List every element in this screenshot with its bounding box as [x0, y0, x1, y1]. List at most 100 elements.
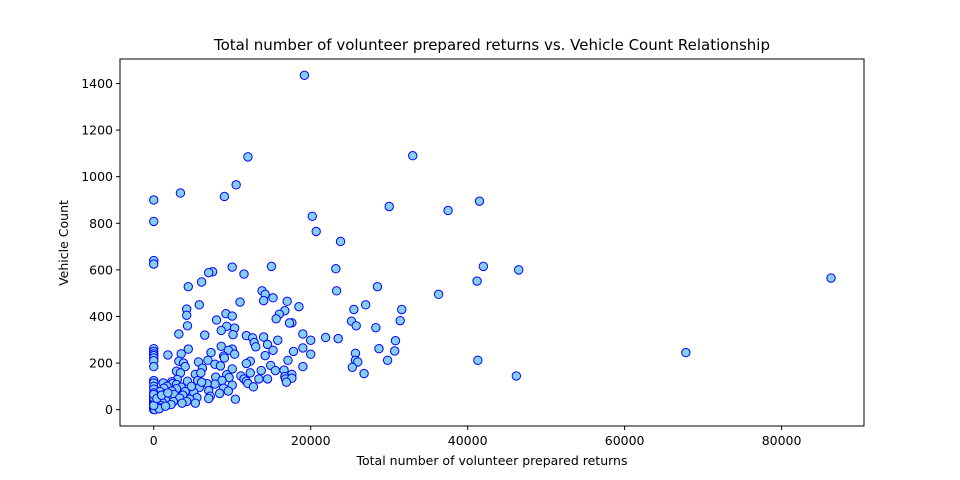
y-tick-label: 1400 — [81, 76, 113, 91]
x-tick-label: 60000 — [605, 433, 645, 448]
data-point — [349, 304, 359, 315]
data-point — [288, 346, 299, 357]
data-point — [268, 293, 278, 303]
data-point — [331, 264, 341, 274]
data-point — [307, 211, 317, 221]
data-point — [395, 315, 405, 326]
data-point — [163, 388, 173, 398]
data-point — [231, 180, 241, 190]
data-point — [390, 336, 401, 346]
data-point — [228, 329, 238, 340]
y-tick-label: 1000 — [81, 169, 113, 184]
data-point — [299, 70, 310, 81]
data-point — [513, 265, 524, 275]
data-point — [298, 343, 308, 353]
data-point — [353, 357, 363, 367]
data-point — [320, 332, 331, 343]
chart-title: Total number of volunteer prepared retur… — [213, 36, 770, 54]
data-point — [270, 365, 281, 376]
y-tick-label: 600 — [89, 262, 113, 277]
data-point — [194, 300, 204, 310]
data-point — [200, 330, 210, 340]
data-point — [282, 296, 292, 307]
data-point — [384, 201, 394, 212]
axis-ticks: 0 20000 40000 60000 80000 0 200 400 600 800 1000 12… — [81, 76, 801, 448]
data-point — [203, 393, 214, 404]
data-point — [182, 310, 192, 321]
data-point — [474, 196, 485, 206]
data-point — [227, 262, 237, 272]
data-point — [183, 344, 193, 354]
data-point — [298, 329, 308, 339]
data-point — [182, 321, 193, 331]
y-tick-label: 400 — [89, 309, 113, 324]
data-point — [160, 401, 171, 411]
data-point — [374, 343, 384, 354]
data-point — [243, 152, 253, 162]
data-point — [360, 300, 371, 310]
data-point — [206, 347, 216, 358]
data-point — [271, 314, 281, 324]
data-points — [149, 70, 836, 415]
data-point — [254, 374, 264, 384]
data-point — [149, 259, 159, 269]
data-point — [294, 301, 304, 312]
data-point — [408, 151, 418, 161]
data-point — [284, 318, 295, 328]
y-tick-label: 1200 — [81, 123, 113, 138]
data-point — [230, 394, 241, 404]
data-point — [214, 388, 225, 399]
data-point — [149, 216, 159, 227]
data-point — [258, 295, 269, 306]
plot-frame — [119, 58, 865, 427]
data-point — [283, 355, 293, 365]
data-point — [351, 321, 361, 331]
data-point — [371, 322, 381, 333]
x-tick-label: 0 — [150, 433, 158, 448]
data-point — [331, 286, 342, 296]
data-point — [241, 358, 252, 369]
data-point — [177, 398, 187, 408]
data-point — [473, 355, 483, 365]
data-point — [306, 349, 316, 359]
x-tick-label: 80000 — [762, 433, 802, 448]
data-point — [235, 297, 245, 307]
data-point — [210, 379, 220, 389]
data-point — [397, 304, 407, 315]
data-point — [389, 346, 400, 356]
data-point — [262, 374, 273, 384]
data-point — [443, 205, 453, 216]
data-point — [258, 332, 269, 342]
data-point — [266, 261, 277, 272]
data-point — [219, 353, 230, 363]
data-point — [335, 236, 346, 247]
data-point — [347, 362, 358, 372]
y-tick-label: 0 — [105, 402, 113, 417]
data-point — [175, 188, 186, 198]
data-point — [227, 311, 237, 321]
data-point — [472, 276, 482, 286]
x-axis-label: Total number of volunteer prepared retur… — [356, 453, 628, 468]
data-point — [196, 368, 206, 378]
data-point — [433, 289, 444, 300]
data-point — [333, 333, 343, 344]
data-point — [359, 368, 369, 379]
data-point — [149, 361, 159, 372]
data-point — [229, 349, 240, 359]
data-point — [215, 361, 226, 371]
data-point — [273, 335, 283, 345]
y-tick-label: 800 — [89, 216, 113, 231]
data-point — [149, 195, 159, 205]
data-point — [248, 382, 259, 392]
data-point — [245, 368, 255, 378]
x-tick-label: 40000 — [448, 433, 488, 448]
data-point — [227, 364, 237, 374]
data-point — [260, 350, 270, 361]
data-point — [211, 315, 222, 325]
data-point — [186, 381, 197, 392]
data-point — [196, 377, 207, 387]
y-axis-label: Vehicle Count — [56, 200, 71, 286]
data-point — [826, 273, 836, 283]
data-point — [511, 371, 522, 381]
